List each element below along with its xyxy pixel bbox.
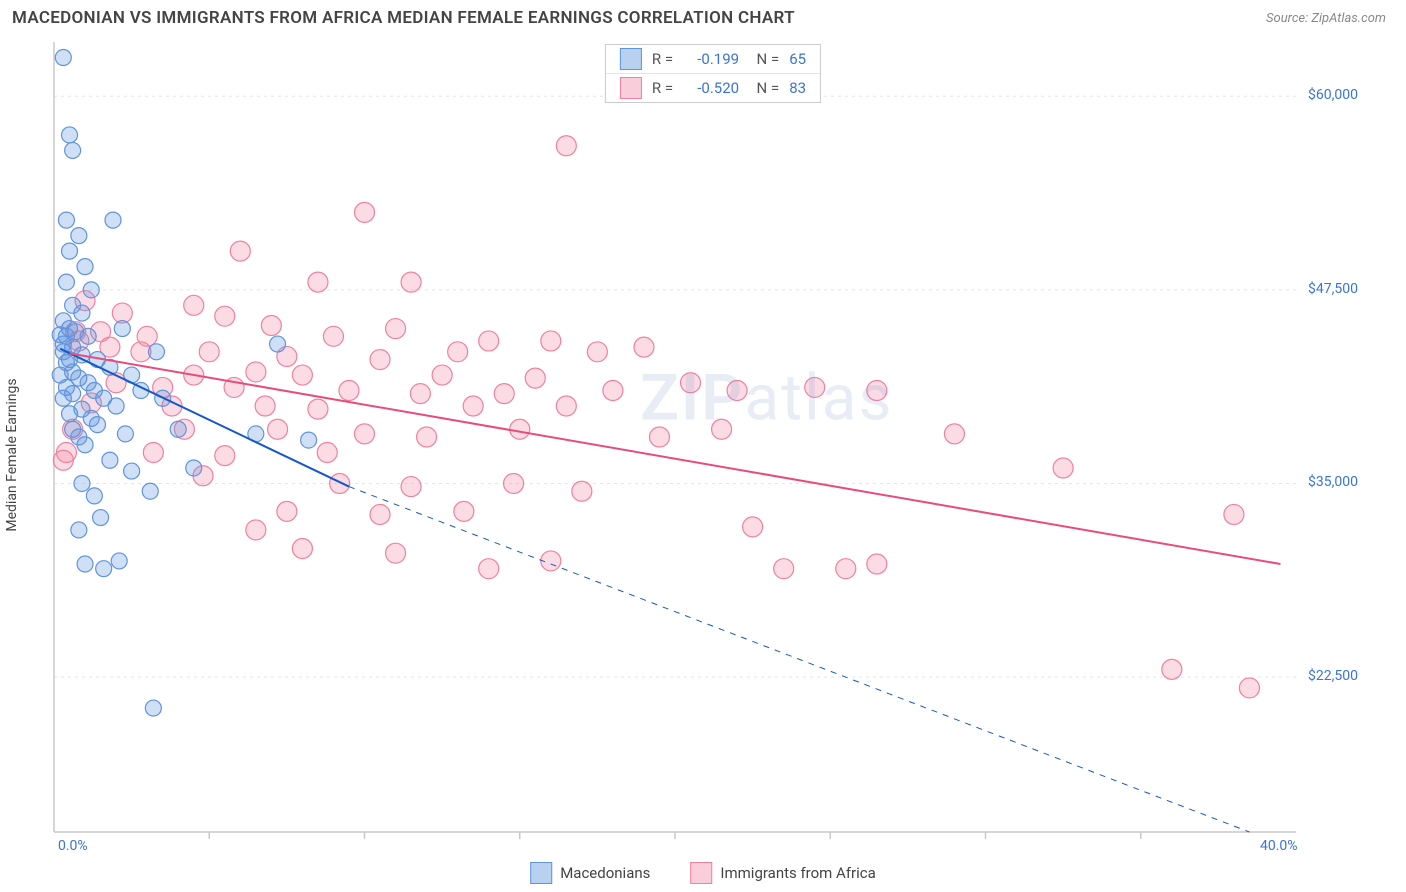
legend-label-a: Macedonians xyxy=(560,864,650,882)
x-tick-label: 40.0% xyxy=(1260,838,1298,854)
bottom-legend: Macedonians Immigrants from Africa xyxy=(530,862,876,884)
y-tick-label: $60,000 xyxy=(1308,87,1358,103)
stats-label-r: R = xyxy=(652,79,673,97)
chart-area: Median Female Earnings R = -0.199 N = 65… xyxy=(40,42,1386,852)
stats-b-n: 83 xyxy=(789,79,806,97)
chart-title: MACEDONIAN VS IMMIGRANTS FROM AFRICA MED… xyxy=(12,8,795,28)
legend-item-b: Immigrants from Africa xyxy=(690,862,875,884)
swatch-a xyxy=(620,48,642,70)
source-attribution: Source: ZipAtlas.com xyxy=(1266,11,1386,26)
stats-label-n: N = xyxy=(749,79,779,97)
y-tick-label: $22,500 xyxy=(1308,668,1358,684)
y-tick-label: $47,500 xyxy=(1308,281,1358,297)
x-tick-label: 0.0% xyxy=(58,838,88,854)
stats-row-a: R = -0.199 N = 65 xyxy=(606,45,820,73)
stats-row-b: R = -0.520 N = 83 xyxy=(606,73,820,102)
y-tick-label: $35,000 xyxy=(1308,474,1358,490)
swatch-b xyxy=(620,77,642,99)
stats-label-n: N = xyxy=(749,50,779,68)
legend-swatch-a xyxy=(530,862,552,884)
legend-label-b: Immigrants from Africa xyxy=(720,864,875,882)
legend-swatch-b xyxy=(690,862,712,884)
chart-header: MACEDONIAN VS IMMIGRANTS FROM AFRICA MED… xyxy=(0,0,1406,32)
y-axis-label: Median Female Earnings xyxy=(4,378,20,531)
stats-legend: R = -0.199 N = 65 R = -0.520 N = 83 xyxy=(605,44,821,103)
scatter-plot xyxy=(50,42,1386,852)
legend-item-a: Macedonians xyxy=(530,862,650,884)
stats-b-r: -0.520 xyxy=(683,79,739,97)
stats-a-r: -0.199 xyxy=(683,50,739,68)
stats-label-r: R = xyxy=(652,50,673,68)
stats-a-n: 65 xyxy=(789,50,806,68)
